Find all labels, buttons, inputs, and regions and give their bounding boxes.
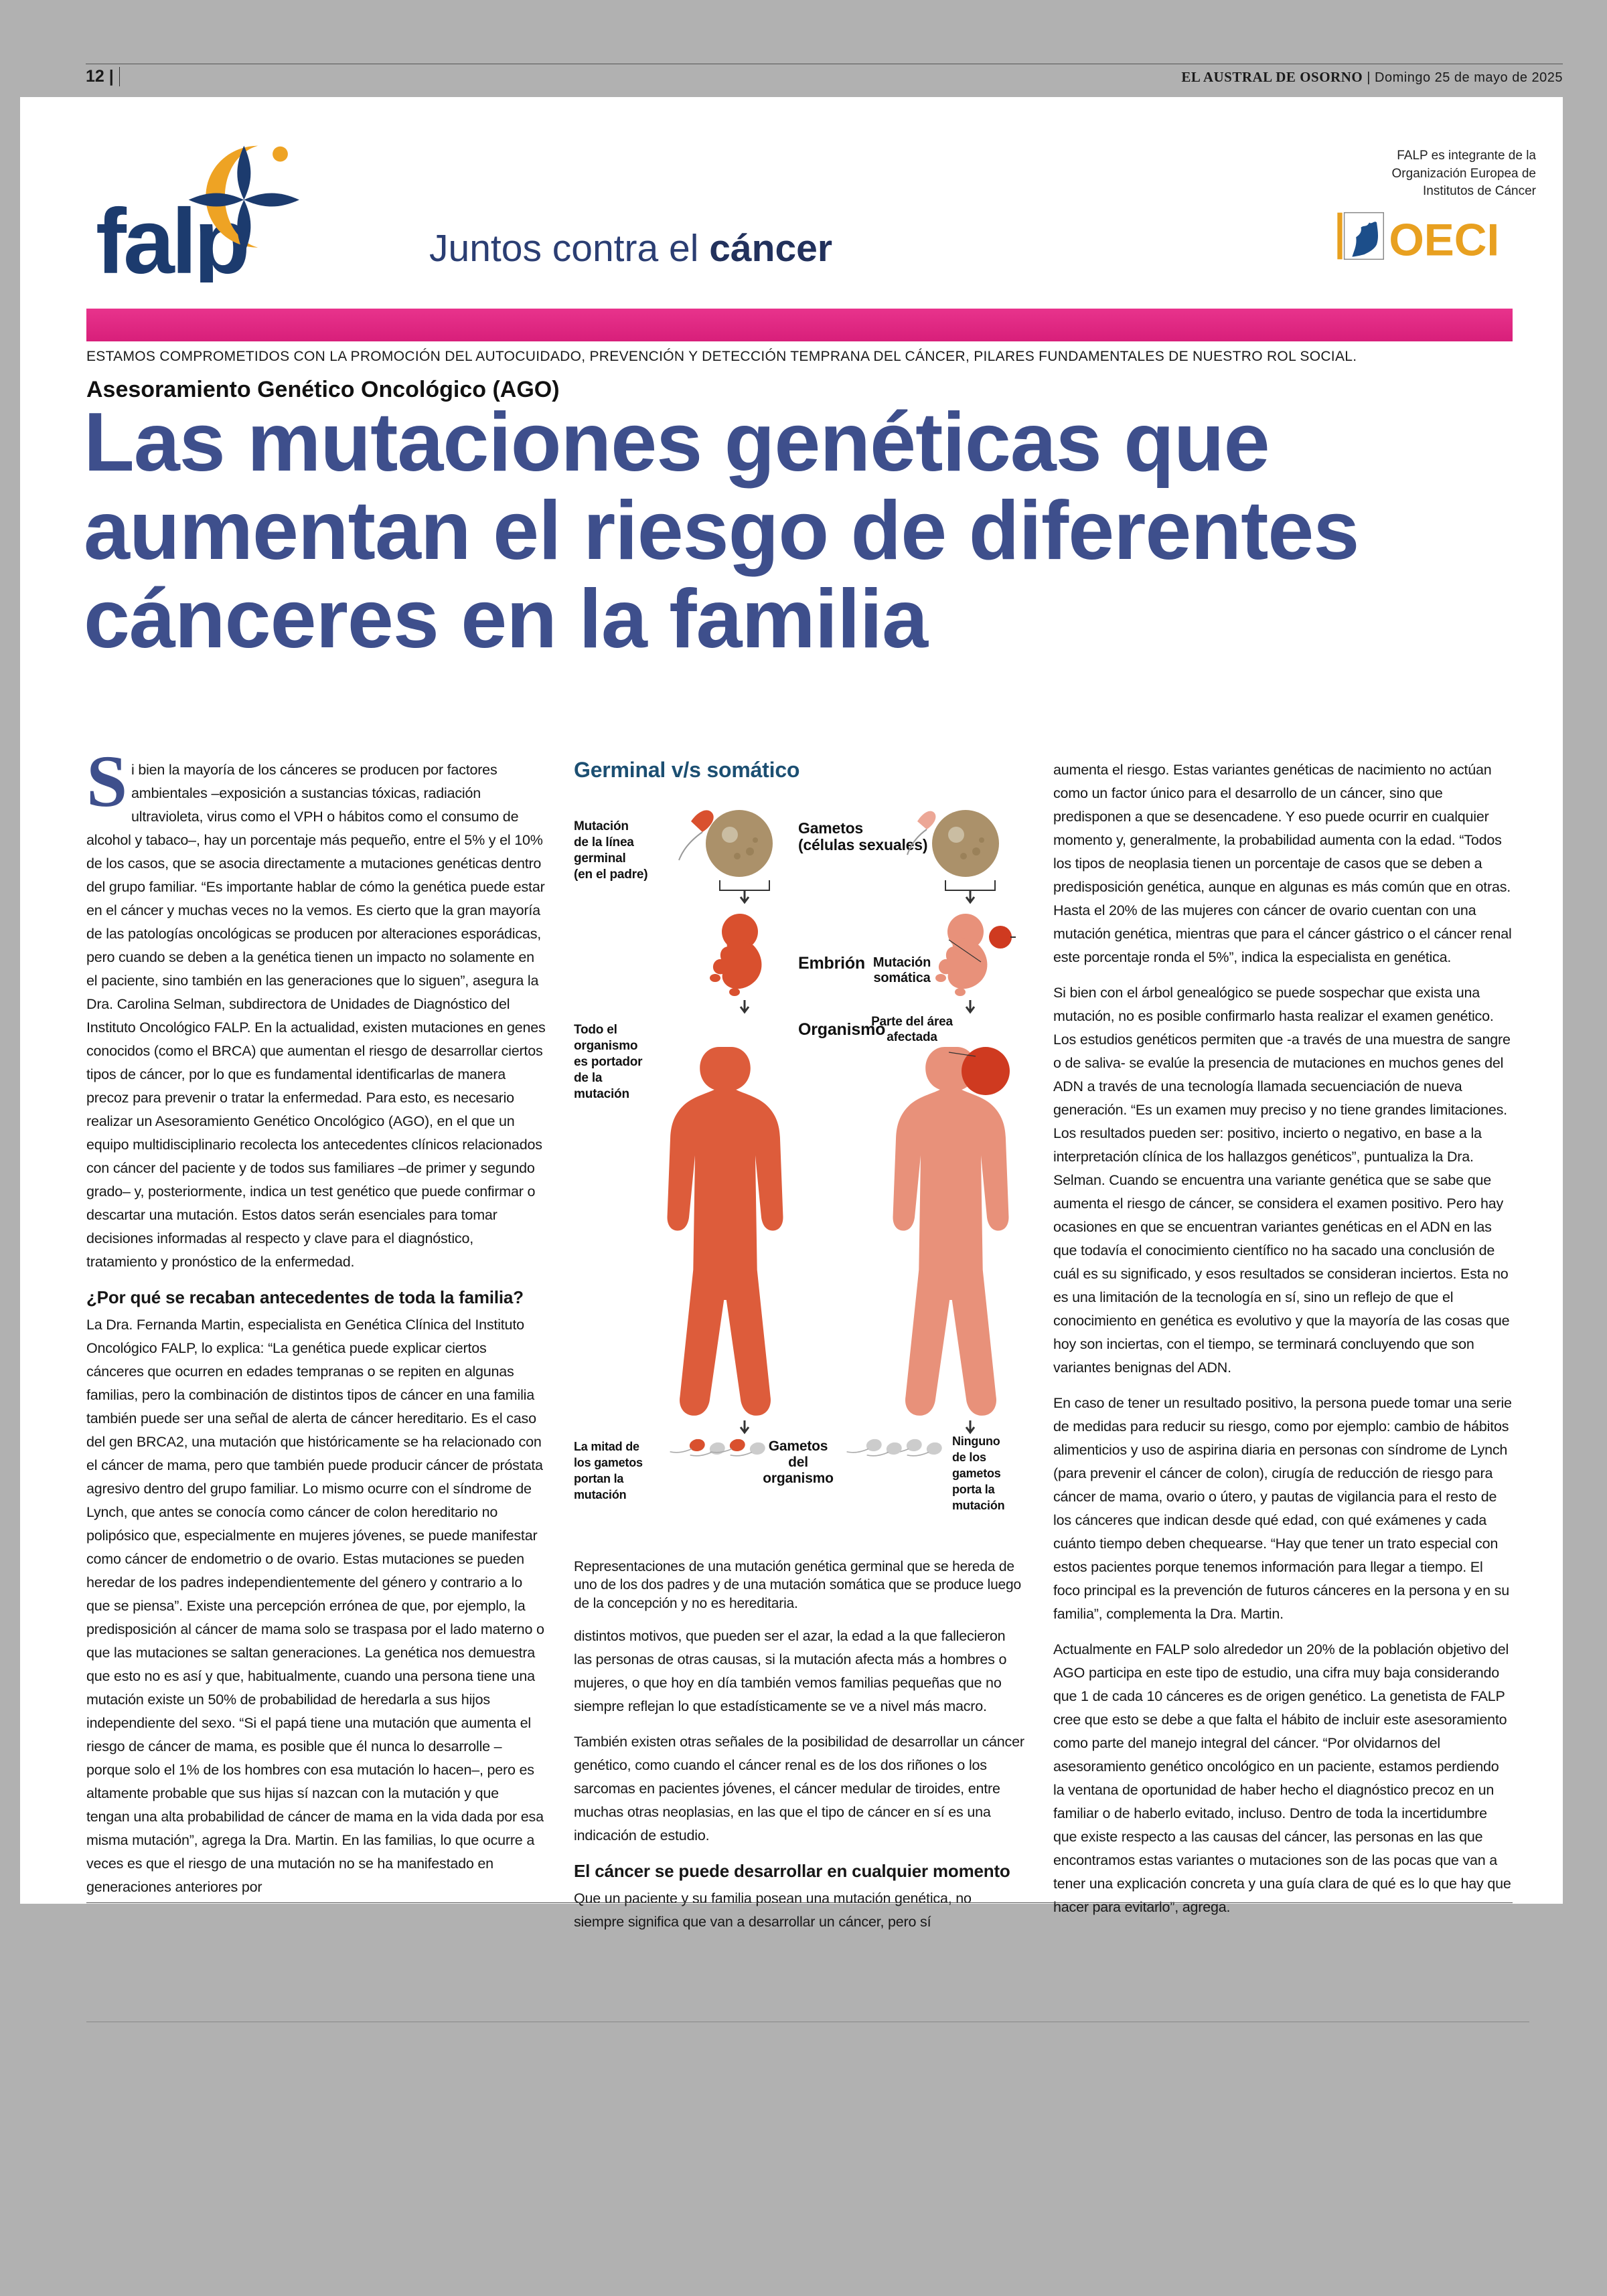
svg-text:porta la: porta la — [952, 1483, 996, 1496]
svg-text:mutación: mutación — [574, 1488, 626, 1501]
svg-text:organismo: organismo — [763, 1471, 834, 1486]
svg-text:Gametos: Gametos — [769, 1439, 828, 1454]
svg-text:Todo el: Todo el — [574, 1023, 617, 1037]
svg-text:OECI: OECI — [1389, 215, 1499, 265]
svg-text:mutación: mutación — [952, 1499, 1004, 1512]
svg-text:gametos: gametos — [952, 1467, 1001, 1480]
svg-text:es portador: es portador — [574, 1055, 643, 1069]
svg-text:los gametos: los gametos — [574, 1456, 643, 1469]
svg-text:Mutación: Mutación — [574, 819, 629, 833]
svg-text:La mitad de: La mitad de — [574, 1440, 639, 1453]
svg-text:Parte del área: Parte del área — [871, 1015, 953, 1029]
svg-text:organismo: organismo — [574, 1039, 637, 1053]
svg-text:afectada: afectada — [887, 1030, 937, 1044]
svg-text:Gametos: Gametos — [798, 819, 863, 837]
svg-text:de la línea: de la línea — [574, 835, 634, 849]
svg-text:de los: de los — [952, 1451, 986, 1464]
svg-text:Mutación: Mutación — [873, 955, 931, 970]
svg-text:del: del — [788, 1455, 808, 1470]
svg-text:germinal: germinal — [574, 851, 626, 866]
svg-text:Embrión: Embrión — [798, 954, 865, 973]
svg-text:Ninguno: Ninguno — [952, 1434, 1000, 1448]
svg-text:(en el padre): (en el padre) — [574, 868, 647, 882]
svg-text:portan la: portan la — [574, 1472, 624, 1485]
svg-text:somática: somática — [873, 971, 931, 985]
svg-text:mutación: mutación — [574, 1087, 629, 1101]
svg-text:de la: de la — [574, 1071, 603, 1085]
